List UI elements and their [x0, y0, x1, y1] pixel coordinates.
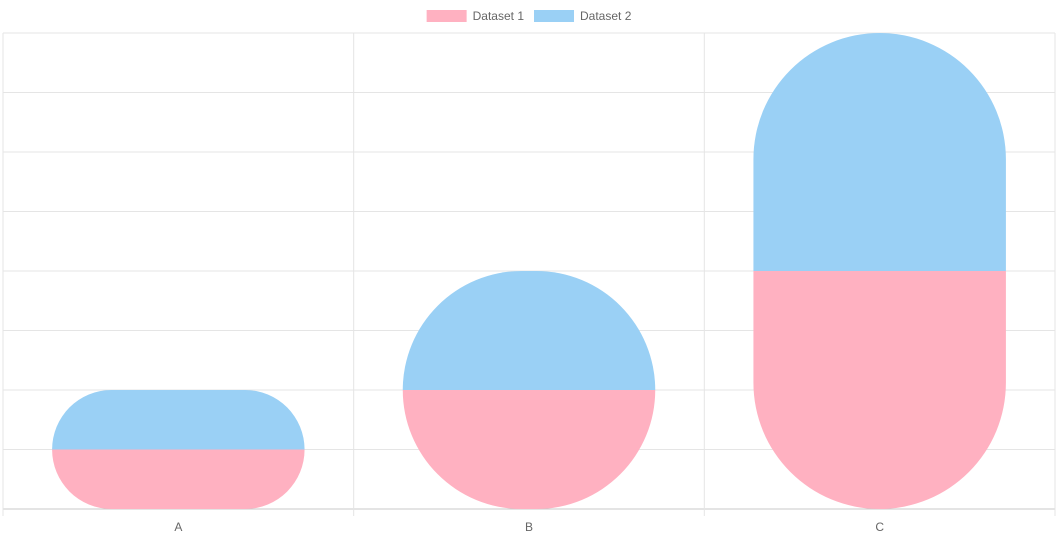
- legend-swatch[interactable]: [426, 10, 467, 22]
- x-axis: A B C: [174, 520, 884, 534]
- legend-label[interactable]: Dataset 1: [473, 9, 525, 23]
- x-tick-label: A: [174, 520, 182, 534]
- legend-label[interactable]: Dataset 2: [580, 9, 632, 23]
- bar-c-series-2[interactable]: [753, 33, 1006, 271]
- legend-swatch[interactable]: [534, 10, 574, 22]
- x-tick-label: B: [525, 520, 533, 534]
- legend: Dataset 1 Dataset 2: [426, 9, 632, 23]
- bar-b-series-2[interactable]: [402, 271, 656, 390]
- bar-a-series-2[interactable]: [52, 390, 305, 450]
- bar-a-series-1[interactable]: [52, 449, 305, 510]
- bar-c-series-1[interactable]: [753, 271, 1006, 509]
- bar-b-series-1[interactable]: [402, 390, 656, 509]
- bars: [52, 33, 1006, 509]
- x-tick-label: C: [875, 520, 884, 534]
